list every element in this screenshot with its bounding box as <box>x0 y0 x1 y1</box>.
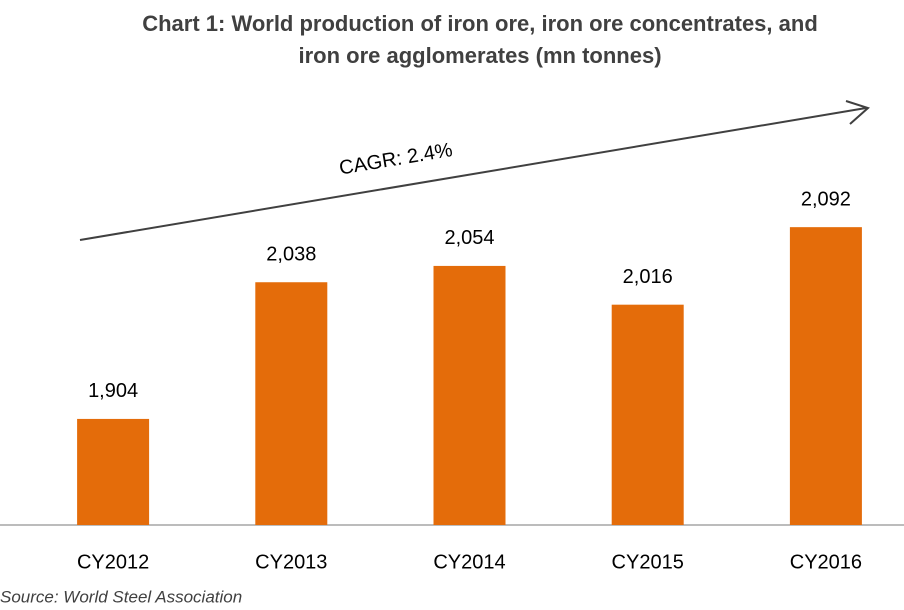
bar <box>255 282 328 525</box>
annotation: CAGR: 2.4% <box>338 139 455 180</box>
trend-arrow <box>79 107 867 241</box>
value-label: 2,016 <box>623 266 673 288</box>
x-tick-label: CY2012 <box>77 551 149 573</box>
bar <box>611 304 684 525</box>
x-tick-label: CY2013 <box>255 551 327 573</box>
bar <box>77 418 150 525</box>
value-label: 1,904 <box>88 380 138 402</box>
bar <box>433 265 506 525</box>
bar <box>789 227 862 525</box>
arrow-head <box>845 100 870 125</box>
x-tick-label: CY2015 <box>612 551 684 573</box>
value-label: 2,054 <box>444 227 494 249</box>
source: Source: World Steel Association <box>0 587 242 606</box>
chart-title: Chart 1: World production of iron ore, i… <box>142 11 818 68</box>
value-label: 2,092 <box>801 188 851 210</box>
x-tick-label: CY2014 <box>433 551 505 573</box>
value-label: 2,038 <box>266 244 316 266</box>
x-tick-label: CY2016 <box>790 551 862 573</box>
